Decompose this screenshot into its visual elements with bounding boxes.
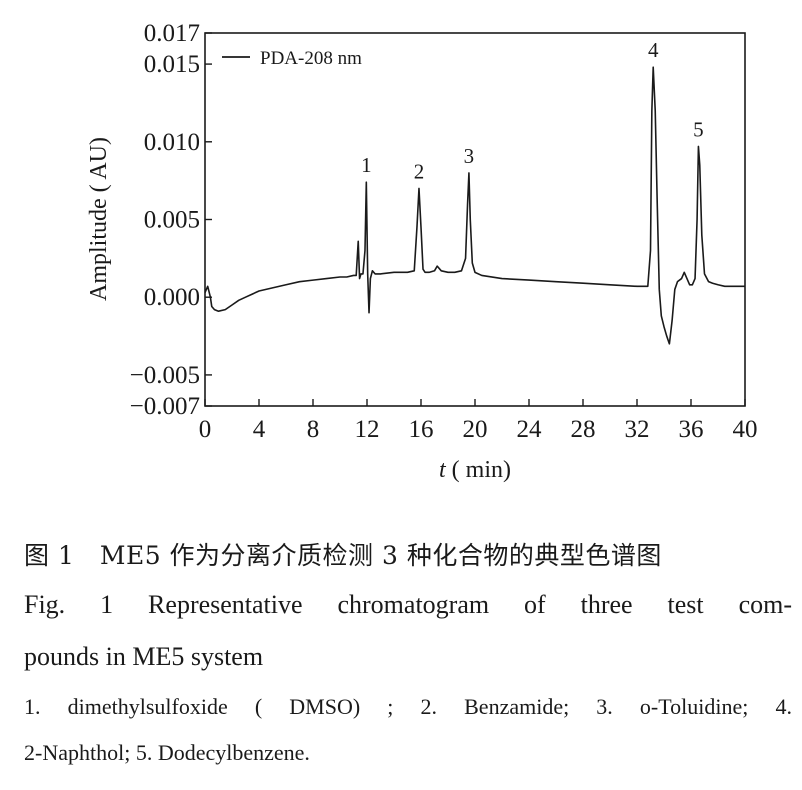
peak-label: 4: [648, 38, 659, 62]
chromatogram-chart: 0.017 0.015 0.010 0.005 0.000 −0.005 −0.007 0 4…: [86, 20, 758, 483]
x-axis-label: t( min): [439, 457, 511, 483]
x-tick-label: 28: [571, 416, 596, 443]
caption-english-line-1: Fig. 1 Representative chromatogram of th…: [24, 590, 792, 619]
peak-label: 2: [414, 159, 425, 183]
peak-label: 5: [693, 117, 704, 141]
series-line: [204, 66, 745, 345]
y-tick-label: 0.010: [144, 129, 200, 156]
y-tick-label: −0.005: [130, 362, 200, 389]
caption-chinese: 图 1 ME5 作为分离介质检测 3 种化合物的典型色谱图: [24, 541, 662, 570]
peak-label: 1: [361, 153, 372, 177]
peak-label: 3: [464, 144, 475, 168]
x-tick-label: 16: [409, 416, 434, 443]
legend: PDA-208 nm: [222, 48, 362, 69]
x-tick-label: 32: [625, 416, 650, 443]
legend-label: PDA-208 nm: [260, 48, 362, 69]
x-tick-label: 40: [733, 416, 758, 443]
x-tick-label: 0: [199, 416, 212, 443]
y-axis-ticks: 0.017 0.015 0.010 0.005 0.000 −0.005 −0.007: [130, 20, 212, 420]
y-tick-label: 0.000: [144, 284, 200, 311]
x-tick-label: 36: [679, 416, 704, 443]
x-axis-ticks: 0 4 8 12 16 20 24 28 32 36 40: [199, 399, 758, 443]
plot-frame: [204, 32, 746, 407]
y-tick-label: −0.007: [130, 393, 200, 420]
x-tick-label: 4: [253, 416, 266, 443]
y-tick-label: 0.015: [144, 51, 200, 78]
x-tick-label: 20: [463, 416, 488, 443]
x-axis-label-unit: ( min): [452, 457, 511, 483]
x-tick-label: 12: [355, 416, 380, 443]
caption-english-line-2: pounds in ME5 system: [24, 642, 264, 671]
x-tick-label: 8: [307, 416, 320, 443]
series-layer: [204, 66, 745, 345]
x-axis-label-var: t: [439, 457, 447, 483]
y-tick-label: 0.017: [144, 20, 200, 47]
peak-labels: 1 2 3 4 5: [361, 38, 704, 183]
y-axis-label: Amplitude ( AU): [86, 137, 112, 301]
x-tick-label: 24: [517, 416, 543, 443]
y-tick-label: 0.005: [144, 207, 200, 234]
caption-compounds-line-2: 2-Naphthol; 5. Dodecylbenzene.: [24, 740, 310, 765]
caption-compounds-line-1: 1. dimethylsulfoxide ( DMSO) ; 2. Benzam…: [24, 694, 792, 719]
